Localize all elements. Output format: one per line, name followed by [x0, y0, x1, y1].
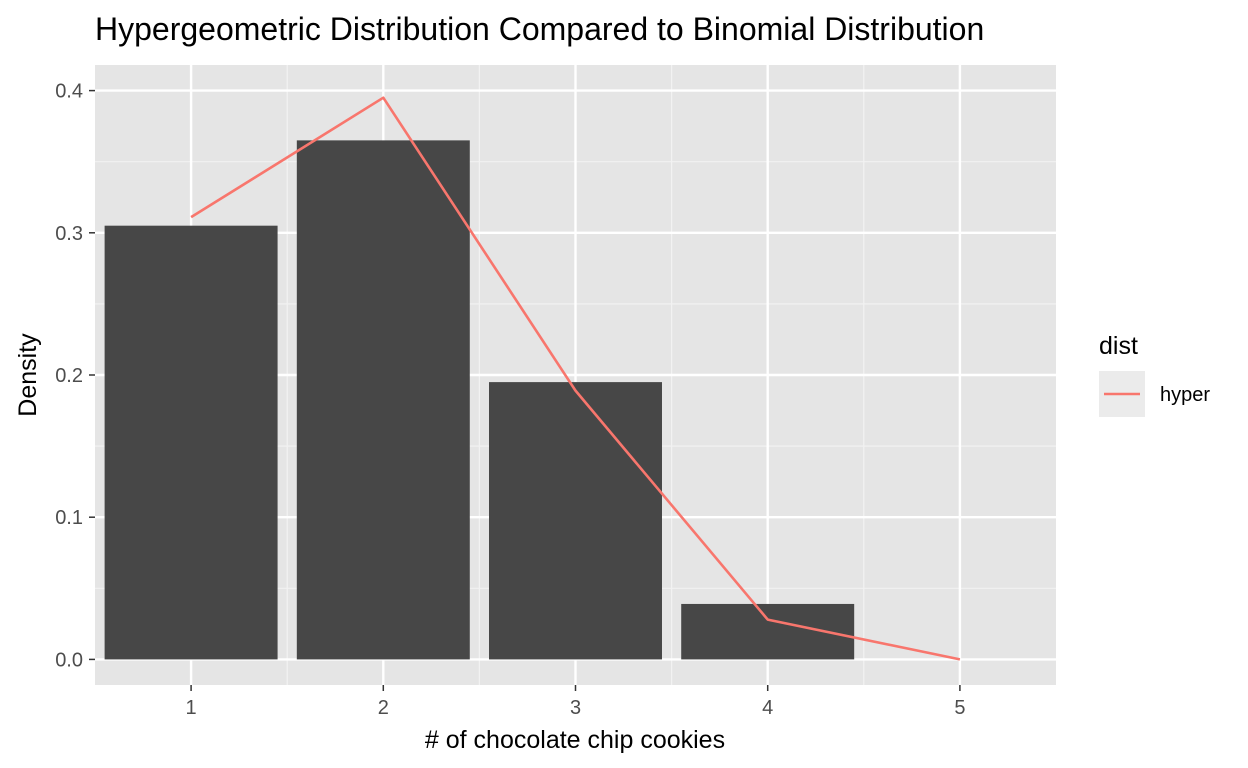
- legend-label-hyper: hyper: [1160, 384, 1210, 406]
- x-tick-label: 4: [762, 697, 773, 719]
- x-tick-label: 2: [378, 697, 389, 719]
- x-tick-label: 3: [570, 697, 581, 719]
- bar: [296, 140, 470, 660]
- bar: [489, 382, 662, 660]
- hyper-line: [190, 96, 961, 661]
- bar: [104, 225, 278, 660]
- chart-title: Hypergeometric Distribution Compared to …: [95, 11, 984, 47]
- bar-series: [104, 140, 855, 660]
- y-axis-title: Density: [14, 333, 42, 417]
- y-tick-label: 0.3: [55, 223, 83, 245]
- legend-title: dist: [1099, 332, 1138, 360]
- x-tick-label: 5: [954, 697, 965, 719]
- y-tick-label: 0.2: [55, 365, 83, 387]
- x-axis: 1 2 3 4 5: [186, 685, 965, 719]
- legend-entry: hyper: [1099, 371, 1210, 417]
- y-tick-label: 0.1: [55, 507, 83, 529]
- y-tick-label: 0.0: [55, 649, 83, 671]
- line-series-group: [190, 96, 961, 661]
- y-axis: 0.0 0.1 0.2 0.3 0.4: [55, 81, 95, 671]
- x-axis-title: # of chocolate chip cookies: [425, 726, 725, 754]
- legend: dist hyper: [1099, 332, 1210, 417]
- x-tick-label: 1: [186, 697, 197, 719]
- y-tick-label: 0.4: [55, 81, 83, 103]
